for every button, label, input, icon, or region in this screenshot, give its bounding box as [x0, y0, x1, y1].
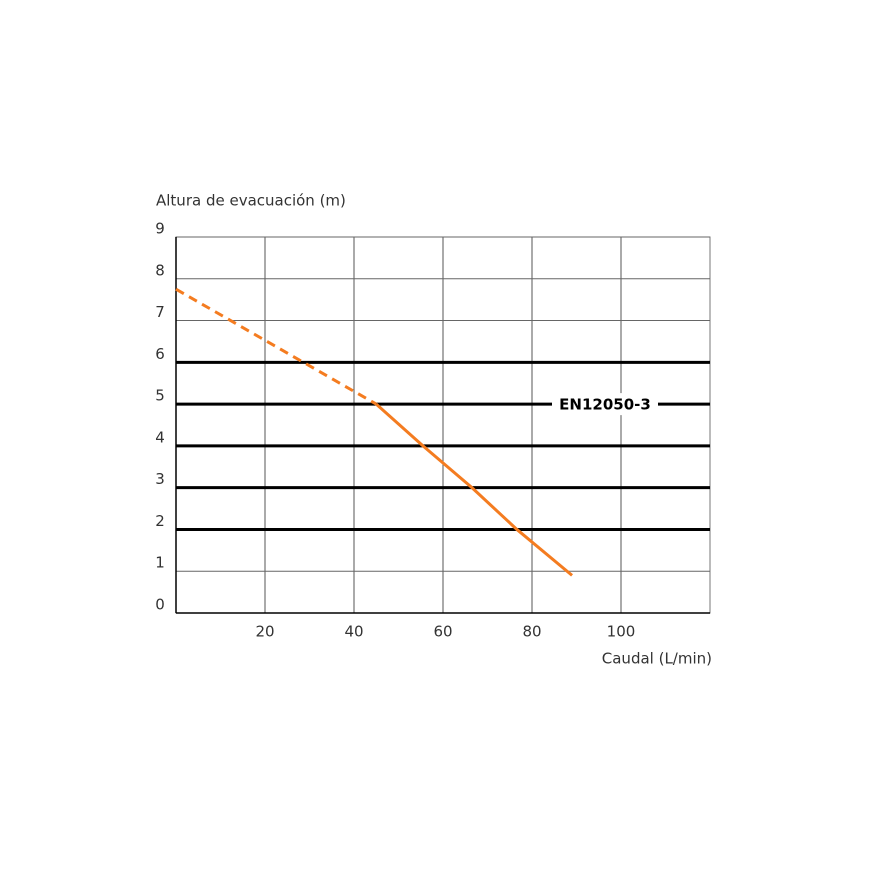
data-line [175, 287, 377, 406]
y-tick-label: 8 [155, 261, 165, 279]
x-axis-label: Caudal (L/min) [602, 650, 712, 668]
y-tick-label: 3 [155, 470, 165, 488]
y-tick-label: 6 [155, 345, 165, 363]
y-tick-label: 7 [155, 303, 165, 321]
y-tick-label: 1 [155, 554, 165, 572]
y-tick-label: 5 [155, 387, 165, 405]
annotation-bg [552, 393, 658, 416]
annotation: EN12050-3 [559, 396, 651, 414]
x-tick-label: 20 [255, 623, 274, 641]
y-tick-label: 2 [155, 512, 165, 530]
y-tick-label: 9 [155, 220, 165, 238]
x-tick-label: 40 [344, 623, 363, 641]
data-line [375, 402, 574, 577]
y-tick-label: 4 [155, 428, 165, 446]
y-tick-label: 0 [155, 596, 165, 614]
y-axis-label: Altura de evacuación (m) [156, 192, 346, 210]
x-tick-label: 100 [607, 623, 636, 641]
x-tick-label: 80 [522, 623, 541, 641]
x-tick-label: 60 [433, 623, 452, 641]
